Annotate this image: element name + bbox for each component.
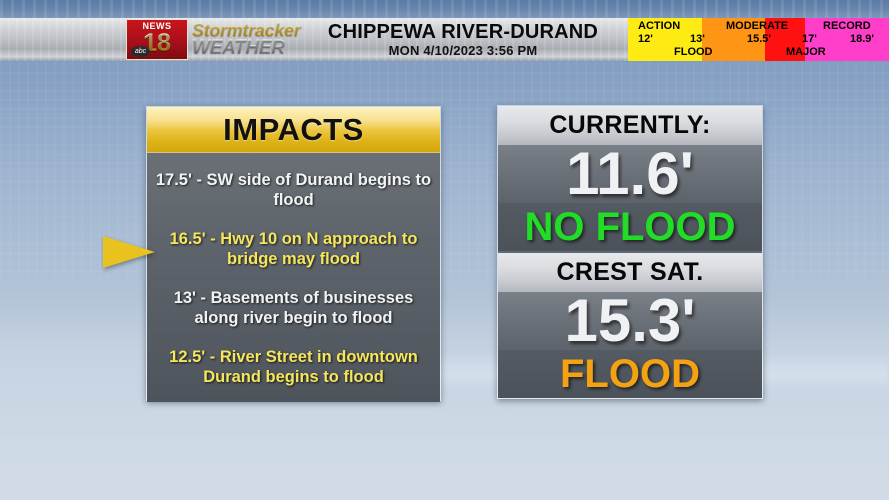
channel-badge: NEWS 18 abc (126, 19, 188, 60)
top-sky-strip (0, 0, 889, 18)
flood-stage-scale: ACTION MODERATE RECORD 12' 13' 15.5' 17'… (628, 18, 889, 61)
show-title-line1: Stormtracker (192, 20, 301, 40)
current-stage-label: CURRENTLY: (549, 111, 711, 139)
crest-flood-status-box: FLOOD (498, 350, 762, 398)
band-major (765, 18, 805, 61)
impacts-panel: IMPACTS 17.5' - SW side of Durand begins… (146, 106, 441, 402)
band-moderate (702, 18, 765, 61)
news-label: NEWS (142, 21, 172, 31)
impacts-list: 17.5' - SW side of Durand begins to floo… (147, 153, 440, 402)
impact-item: 12.5' - River Street in downtown Durand … (169, 347, 418, 386)
current-stage-value-box: 11.6' (498, 140, 762, 207)
highlight-arrow-icon (103, 236, 155, 268)
current-flood-status-box: NO FLOOD (498, 203, 762, 251)
show-title-line2: WEATHER (192, 38, 300, 57)
current-stage-header: CURRENTLY: (498, 106, 762, 145)
abc-network-icon: abc (131, 46, 150, 57)
crest-value-box: 15.3' (498, 287, 762, 354)
crest-value: 15.3' (564, 287, 696, 354)
impacts-header: IMPACTS (147, 107, 440, 153)
show-title: Stormtracker WEATHER (192, 20, 301, 57)
impact-item: 13' - Basements of businesses along rive… (173, 288, 414, 327)
river-gauge-title: CHIPPEWA RIVER-DURAND (327, 20, 599, 43)
current-stage-value: 11.6' (566, 140, 694, 207)
impact-item: 17.5' - SW side of Durand begins to floo… (155, 170, 432, 209)
impact-item: 16.5' - Hwy 10 on N approach to bridge m… (169, 229, 418, 268)
panel-divider (498, 251, 762, 253)
crest-flood-status-badge: FLOOD (560, 352, 700, 396)
impacts-heading: IMPACTS (223, 111, 364, 147)
river-status-panel: CURRENTLY: 11.6' NO FLOOD CREST SAT. 15.… (497, 105, 763, 399)
flood-scale-color-bands (628, 18, 889, 61)
crest-label: CREST SAT. (556, 258, 704, 286)
station-logo: NEWS 18 abc Stormtracker WEATHER (126, 18, 301, 61)
observation-timestamp: MON 4/10/2023 3:56 PM (388, 42, 538, 58)
crest-header: CREST SAT. (498, 253, 762, 292)
band-record (805, 18, 889, 61)
band-action (628, 18, 702, 61)
sky-dot-texture (0, 0, 889, 18)
current-flood-status-badge: NO FLOOD (524, 205, 736, 249)
station-title-block: CHIPPEWA RIVER-DURAND MON 4/10/2023 3:56… (301, 18, 619, 61)
